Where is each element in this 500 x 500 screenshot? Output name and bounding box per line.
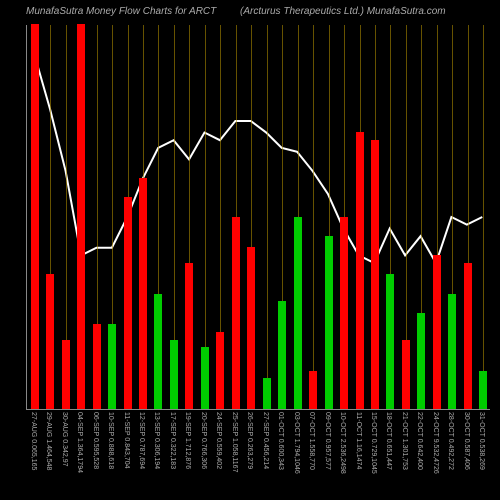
x-label: 26-SEP 0.263,279: [246, 412, 253, 469]
x-label: 11-SEP 0.843,704: [123, 412, 130, 469]
bar: [124, 197, 132, 409]
x-label: 17-SEP 0.322,183: [169, 412, 176, 469]
gridline: [313, 25, 314, 409]
bar: [479, 371, 487, 410]
chart-area: [26, 25, 490, 410]
x-label: 21-OCT 1.301,753: [401, 412, 408, 470]
gridline: [483, 25, 484, 409]
bar: [386, 274, 394, 409]
chart-container: MunafaSutra Money Flow Charts for ARCT (…: [0, 0, 500, 500]
bar: [464, 263, 472, 409]
bar: [93, 324, 101, 409]
x-label: 18-OCT 0.651,447: [385, 412, 392, 470]
bar: [402, 340, 410, 409]
x-label: 20-SEP 0.766,306: [200, 412, 207, 469]
bar: [108, 324, 116, 409]
x-axis-labels: 27-AUG 0.065,165 29-AUG 1.464,548 30-AUG 0…: [26, 412, 490, 500]
x-label: 19-SEP 1.712,876: [184, 412, 191, 469]
bar: [77, 24, 85, 409]
x-label: 11-OCT 1.16,1474: [355, 412, 362, 469]
x-label: 07-OCT 1.558,770: [308, 412, 315, 470]
header-right-text: (Arcturus Therapeutics Ltd.) MunafaSutra…: [240, 6, 446, 17]
bar: [371, 140, 379, 410]
bar: [154, 294, 162, 410]
x-label: 10-OCT 2.536,2498: [339, 412, 346, 474]
bar: [340, 217, 348, 410]
bar: [278, 301, 286, 409]
header-left-text: MunafaSutra Money Flow Charts for ARCT: [26, 6, 216, 17]
bar: [46, 274, 54, 409]
x-label: 31-OCT 0.538,269: [478, 412, 485, 470]
bar: [294, 217, 302, 410]
bar: [201, 347, 209, 409]
bar: [417, 313, 425, 409]
x-label: 25-SEP 1.058,1167: [231, 412, 238, 472]
x-label: 12-SEP 0.787,694: [138, 412, 145, 469]
bar: [170, 340, 178, 409]
bar: [263, 378, 271, 409]
x-label: 27-AUG 0.065,165: [30, 412, 37, 470]
bar: [62, 340, 70, 409]
bar: [216, 332, 224, 409]
x-label: 27-SEP 0.456,214: [262, 412, 269, 469]
x-label: 03-OCT 1.794,1046: [293, 412, 300, 474]
x-label: 28-OCT 0.492,272: [447, 412, 454, 470]
x-label: 06-SEP 0.595,528: [92, 412, 99, 469]
x-label: 24-SEP 0.559,402: [215, 412, 222, 469]
x-label: 10-SEP 0.888,618: [107, 412, 114, 469]
bar: [356, 132, 364, 409]
bar: [433, 255, 441, 409]
x-label: 24-OCT 9.532,4726: [432, 412, 439, 474]
gridline: [267, 25, 268, 409]
x-label: 04-SEP 1.364,1794: [76, 412, 83, 473]
x-label: 13-SEP 0.306,194: [153, 412, 160, 469]
bar: [185, 263, 193, 409]
bar: [325, 236, 333, 409]
bar: [232, 217, 240, 410]
x-label: 30-OCT 0.587,406: [463, 412, 470, 470]
x-label: 22-OCT 0.642,400: [416, 412, 423, 470]
bar: [139, 178, 147, 409]
bar: [31, 24, 39, 409]
bar: [309, 371, 317, 410]
bar: [247, 247, 255, 409]
x-label: 01-OCT 0.600,343: [277, 412, 284, 470]
x-label: 30-AUG 0.342,97: [61, 412, 68, 466]
bar: [448, 294, 456, 410]
x-label: 09-OCT 0.957,577: [324, 412, 331, 470]
x-label: 29-AUG 1.464,548: [45, 412, 52, 470]
x-label: 15-OCT 0.729,1045: [370, 412, 377, 474]
